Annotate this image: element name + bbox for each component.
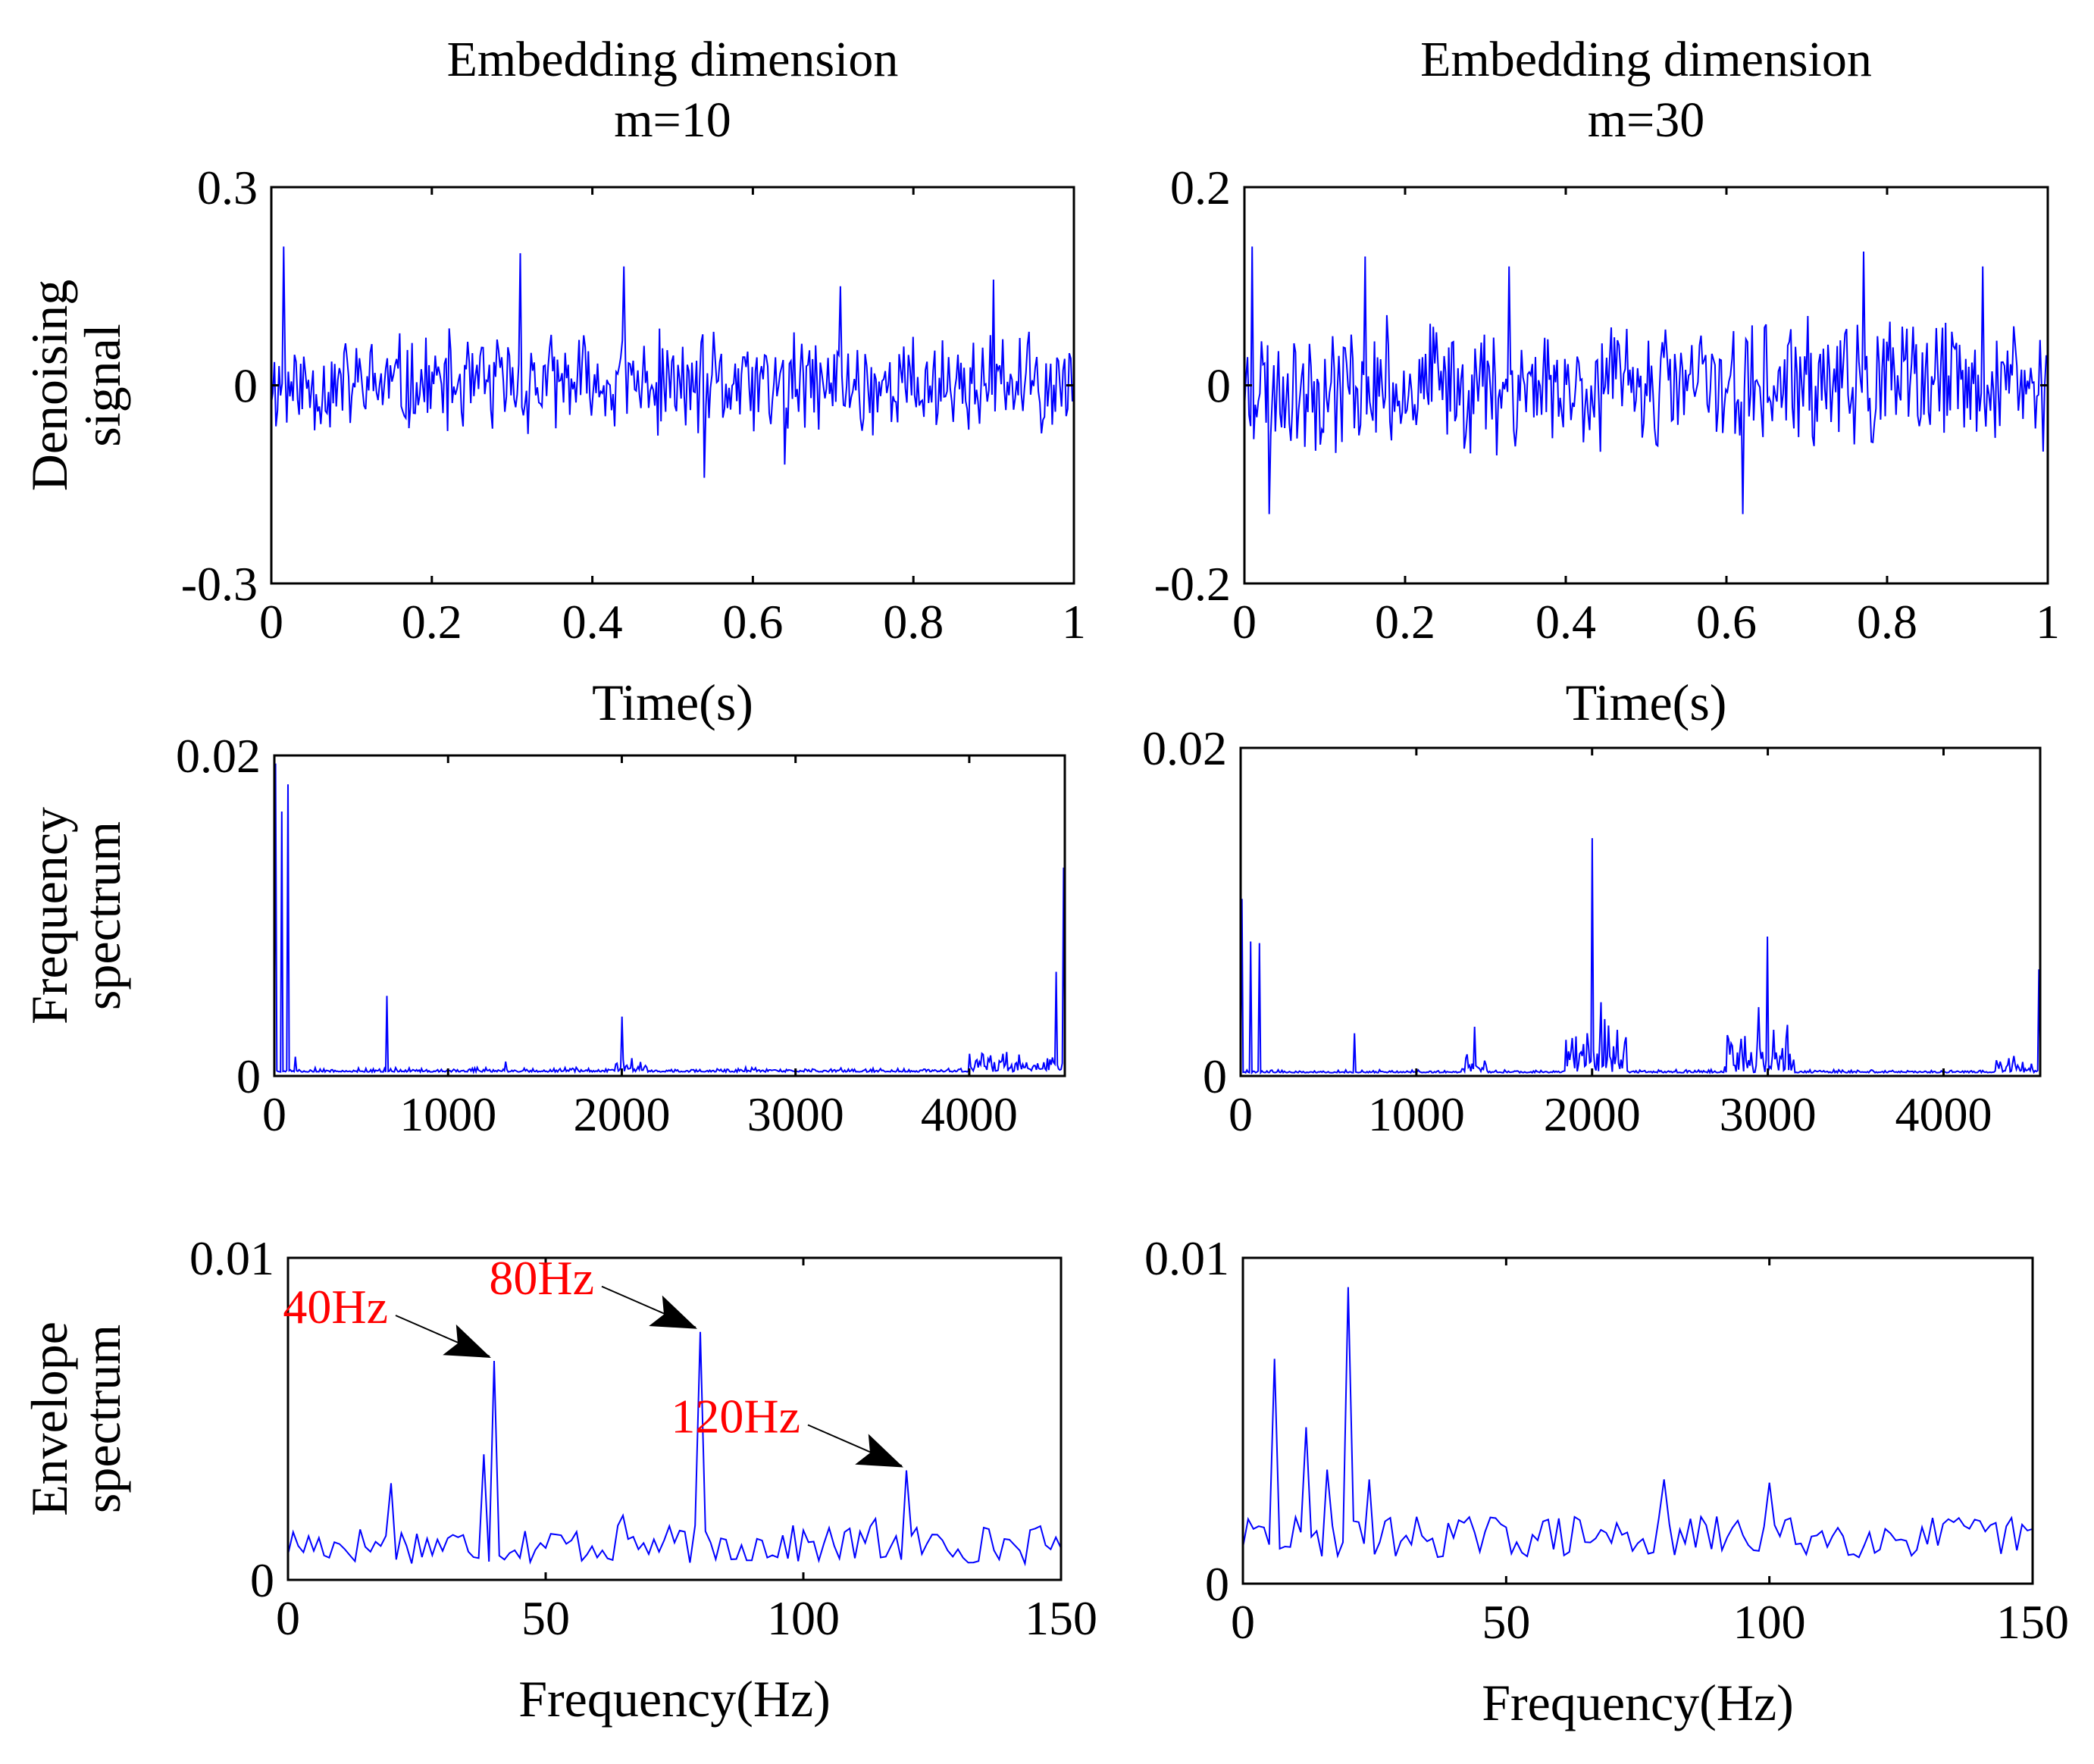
x-tick-label: 0.4 <box>1535 595 1596 649</box>
y-tick-label: 0.2 <box>1170 161 1231 214</box>
axes-frame <box>1241 1256 2034 1585</box>
y-tick-label: 0 <box>1203 1049 1227 1103</box>
series-line <box>1242 1287 2033 1559</box>
annotation-arrowhead <box>649 1295 697 1329</box>
y-tick-label: 0 <box>1207 359 1231 413</box>
x-tick-label: 0.2 <box>402 595 462 649</box>
x-tick-label: 1000 <box>1368 1087 1465 1141</box>
series-line <box>1240 838 2041 1075</box>
x-tick-label: 100 <box>1733 1595 1806 1649</box>
annotation: 80Hz <box>489 1251 697 1329</box>
y-tick-label: 0.02 <box>1142 721 1227 775</box>
panel-env_m30: 0 50 100 150 0 0.01 Frequency(Hz) <box>1144 1231 2069 1731</box>
x-tick-label: 0.4 <box>562 595 623 649</box>
x-axis-label: Frequency(Hz) <box>1482 1674 1794 1731</box>
x-tick-label: 0 <box>1229 1087 1253 1141</box>
x-tick-label: 3000 <box>1720 1087 1817 1141</box>
axes-frame <box>1239 746 2042 1077</box>
y-axis-label-line: spectrum <box>74 1325 131 1513</box>
y-tick-label: 0.3 <box>197 161 258 214</box>
x-tick-label: 2000 <box>573 1087 670 1141</box>
series-line <box>287 1331 1062 1567</box>
y-axis-label-line: signal <box>74 324 131 446</box>
x-tick-label: 150 <box>1025 1591 1097 1645</box>
y-axis-label-line: Denoising <box>20 280 78 492</box>
y-tick-label: -0.3 <box>181 557 258 611</box>
column-title-line: m=10 <box>614 92 731 148</box>
annotation-label: 40Hz <box>283 1280 388 1334</box>
x-tick-label: 1 <box>1062 595 1086 649</box>
panel-env_m10: 0 50 100 150 0 0.01 Frequency(Hz) Envelopespect… <box>20 1231 1097 1728</box>
x-tick-label: 0.2 <box>1375 595 1435 649</box>
x-tick-label: 50 <box>1482 1595 1530 1649</box>
x-tick-label: 50 <box>521 1591 570 1645</box>
x-tick-label: 0 <box>1231 1595 1255 1649</box>
y-tick-label: 0 <box>233 359 258 413</box>
annotation: 40Hz <box>283 1280 491 1358</box>
y-tick-label: 0.01 <box>189 1231 274 1285</box>
x-axis-label: Frequency(Hz) <box>518 1670 831 1728</box>
y-tick-label: 0 <box>236 1049 261 1103</box>
y-tick-label: 0 <box>1205 1557 1229 1611</box>
annotation-label: 120Hz <box>671 1390 800 1443</box>
axes-frame <box>273 754 1066 1077</box>
x-tick-label: 0 <box>259 595 283 649</box>
x-tick-label: 4000 <box>921 1087 1018 1141</box>
column-title-line: Embedding dimension <box>447 32 899 87</box>
annotation: 120Hz <box>671 1390 903 1468</box>
panel-fs_m30: 0 1000 2000 3000 4000 0 0.02 <box>1142 721 2042 1141</box>
column-title-line: m=30 <box>1588 92 1705 148</box>
x-tick-label: 0 <box>1232 595 1257 649</box>
y-tick-label: 0 <box>250 1553 274 1607</box>
series-line <box>271 246 1075 478</box>
x-tick-label: 4000 <box>1895 1087 1992 1141</box>
y-axis-label-line: spectrum <box>74 821 131 1010</box>
column-title-line: Embedding dimension <box>1420 32 1872 87</box>
y-axis-label-line: Envelope <box>20 1321 78 1516</box>
annotation-arrowhead <box>855 1434 903 1468</box>
x-tick-label: 0 <box>262 1087 286 1141</box>
x-tick-label: 3000 <box>747 1087 844 1141</box>
x-tick-label: 1 <box>2036 595 2060 649</box>
x-axis-label: Time(s) <box>1566 674 1727 731</box>
y-tick-label: 0.02 <box>176 729 261 783</box>
y-tick-label: -0.2 <box>1154 557 1231 611</box>
x-tick-label: 0.6 <box>1696 595 1757 649</box>
series-line <box>1244 246 2049 514</box>
annotation-arrowhead <box>443 1324 491 1358</box>
axes-frame <box>270 186 1075 585</box>
x-tick-label: 0.8 <box>1857 595 1917 649</box>
x-tick-label: 0.8 <box>883 595 944 649</box>
annotation-label: 80Hz <box>489 1251 594 1305</box>
x-tick-label: 100 <box>767 1591 840 1645</box>
x-axis-label: Time(s) <box>592 674 753 731</box>
x-tick-label: 1000 <box>399 1087 496 1141</box>
series-line <box>274 763 1066 1074</box>
x-tick-label: 150 <box>1996 1595 2069 1649</box>
y-tick-label: 0.01 <box>1144 1231 1229 1285</box>
x-tick-label: 2000 <box>1544 1087 1641 1141</box>
y-axis-label-line: Frequency <box>20 807 78 1024</box>
x-tick-label: 0 <box>276 1591 300 1645</box>
x-tick-label: 0.6 <box>722 595 783 649</box>
axes-frame <box>286 1256 1063 1581</box>
